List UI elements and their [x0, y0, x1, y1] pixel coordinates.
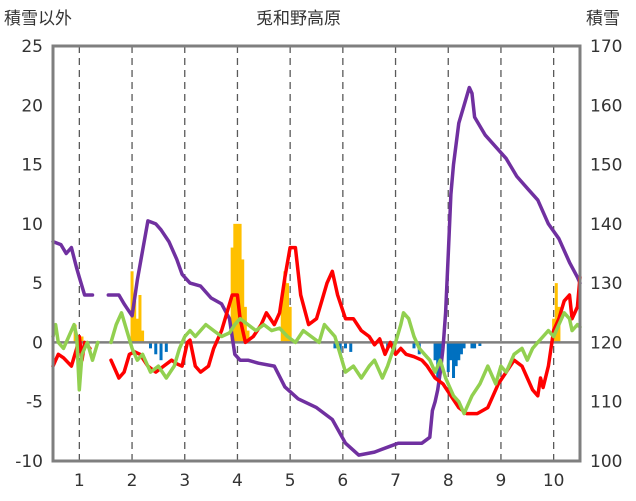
y-tick-label-left: 5 [32, 274, 43, 294]
bar [433, 342, 437, 361]
y-tick-label-right: 130 [590, 274, 622, 294]
y-tick-label-right: 140 [590, 215, 622, 235]
series-line [106, 85, 582, 457]
bar [159, 342, 163, 361]
series-line [109, 245, 582, 416]
bar [286, 283, 290, 343]
bar [470, 342, 474, 349]
bar [133, 300, 137, 343]
y-tick-label-right: 170 [590, 37, 622, 57]
bar [473, 342, 477, 349]
y-tick-label-right: 110 [590, 393, 622, 413]
bar [141, 330, 145, 343]
bar [446, 342, 450, 373]
y-tick-label-right: 120 [590, 333, 622, 353]
lines-layer [51, 85, 582, 457]
bar [238, 223, 242, 343]
x-tick-label: 8 [443, 471, 454, 491]
x-tick-label: 9 [496, 471, 507, 491]
tick-labels: 2520151050-5-101701601501401301201101001… [15, 37, 622, 491]
bar [462, 342, 466, 349]
series-line [51, 322, 100, 392]
bar [241, 259, 245, 343]
bar [148, 342, 152, 349]
y-tick-label-right: 160 [590, 96, 622, 116]
bar [138, 295, 142, 343]
x-tick-label: 4 [232, 471, 243, 491]
bar [438, 342, 442, 367]
right-axis-label: 積雪 [586, 9, 620, 29]
y-tick-label-left: 0 [32, 333, 43, 353]
bar [457, 342, 461, 361]
bar [459, 342, 463, 355]
bar [80, 336, 84, 343]
series-line [109, 311, 582, 416]
bar [154, 342, 158, 355]
plot-frame [51, 44, 582, 463]
bar [246, 330, 250, 343]
bar [288, 306, 292, 343]
bar [349, 342, 353, 352]
y-tick-label-left: -10 [15, 452, 43, 472]
series-line [51, 239, 95, 297]
bar [449, 342, 453, 361]
x-tick-label: 2 [127, 471, 138, 491]
bar [283, 271, 287, 343]
bar [280, 295, 284, 343]
x-tick-label: 3 [179, 471, 190, 491]
bar [333, 342, 337, 349]
bar [164, 342, 168, 352]
x-tick-label: 5 [285, 471, 296, 491]
grid-lines [78, 46, 555, 461]
x-tick-label: 10 [543, 471, 565, 491]
left-axis-label: 積雪以外 [4, 9, 72, 29]
y-tick-label-left: 25 [21, 37, 43, 57]
x-tick-label: 7 [390, 471, 401, 491]
chart-title: 兎和野高原 [256, 9, 341, 29]
bar [235, 223, 239, 343]
y-tick-label-right: 150 [590, 156, 622, 176]
bar [233, 223, 237, 343]
bar [554, 283, 558, 343]
bar [135, 318, 139, 343]
bars-layer [73, 223, 582, 378]
y-tick-label-right: 100 [590, 452, 622, 472]
bar [452, 342, 456, 378]
plot-frame [51, 44, 582, 463]
bar [436, 342, 440, 378]
y-tick-label-left: 10 [21, 215, 43, 235]
bar [454, 342, 458, 367]
bar [412, 342, 416, 349]
bar [478, 342, 482, 346]
x-tick-label: 6 [337, 471, 348, 491]
y-tick-label-left: -5 [26, 393, 43, 413]
x-tick-label: 1 [74, 471, 85, 491]
y-tick-label-left: 15 [21, 156, 43, 176]
y-tick-label-left: 20 [21, 96, 43, 116]
bar [343, 342, 347, 349]
